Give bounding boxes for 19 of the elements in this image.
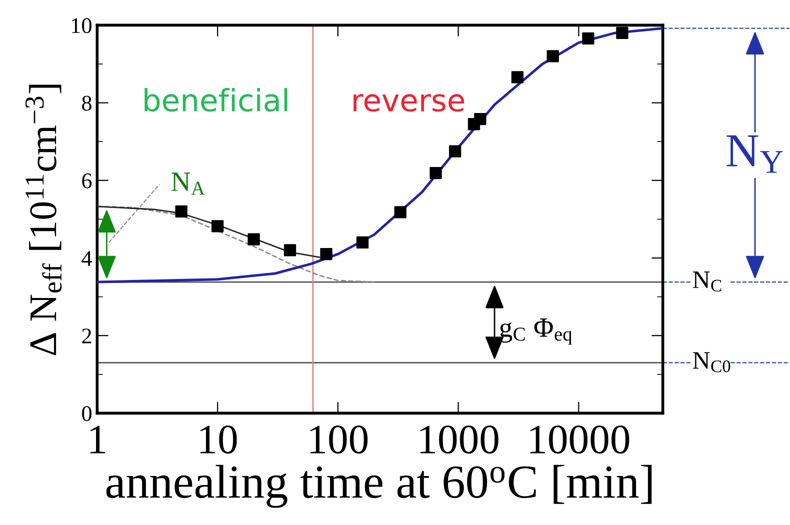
ref-line-label: N$_{C}$ [692,272,722,292]
annotation: beneficial [144,88,288,112]
y-tick-label: 6 [82,173,92,188]
y-tick-label: 8 [82,96,92,111]
y-tick-label: 4 [82,251,92,266]
annotation: reverse [354,94,464,112]
y-tick-label: 10 [72,18,92,34]
annotation: N$_{A}$ [172,172,205,195]
x-tick-label: 1 [90,426,106,454]
ref-line-label: N$_{C0}$ [692,352,730,372]
x-tick-label: 10 [200,425,237,454]
x-tick-label: 10000 [530,425,630,454]
x-tick-label: 1000 [420,425,498,454]
x-axis-title: annealing time at 60$^{o}$C [min] [106,464,652,508]
y-axis-title: Δ N$_{eff}$ [10$^{11}$cm$^{−3}$] [26,84,62,356]
y-tick-label: 0 [82,406,92,422]
text: N$_{Y}$ [726,135,783,173]
y-tick-label: 2 [82,328,92,344]
x-tick-label: 100 [310,425,368,454]
